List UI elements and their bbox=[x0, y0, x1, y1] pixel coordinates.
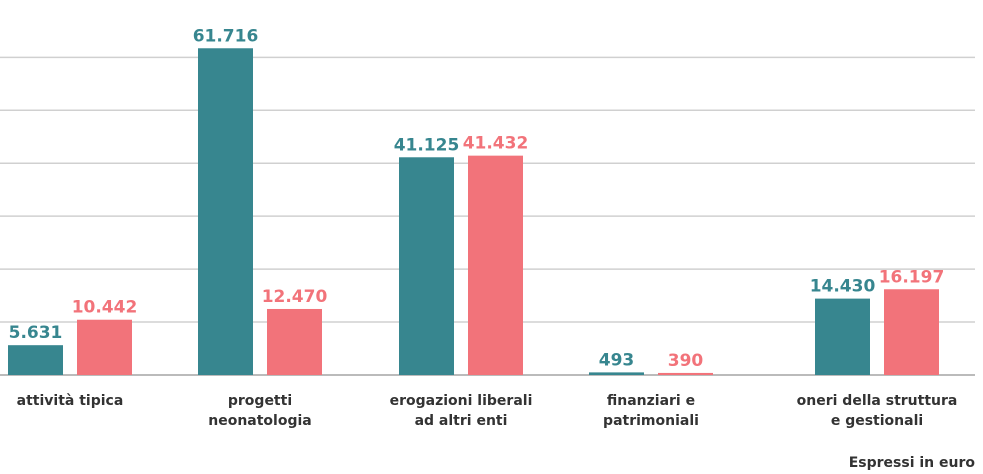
value-label: 5.631 bbox=[9, 323, 63, 343]
bar bbox=[267, 308, 322, 375]
x-tick-label: attività tipica bbox=[17, 393, 124, 409]
bar bbox=[589, 372, 644, 375]
bar bbox=[77, 319, 132, 375]
x-tick-label: neonatologia bbox=[208, 413, 312, 429]
value-label: 390 bbox=[668, 351, 704, 371]
value-label: 493 bbox=[599, 350, 635, 370]
x-tick-label: oneri della struttura bbox=[797, 393, 958, 409]
value-label: 61.716 bbox=[193, 26, 259, 46]
bar bbox=[884, 289, 939, 375]
note: Espressi in euro bbox=[849, 455, 976, 471]
x-tick-label: progetti bbox=[228, 393, 292, 409]
bar bbox=[198, 48, 253, 375]
bar bbox=[468, 155, 523, 375]
value-label: 16.197 bbox=[879, 267, 945, 287]
value-label: 14.430 bbox=[810, 277, 876, 297]
value-label: 41.125 bbox=[394, 135, 460, 155]
bar bbox=[399, 157, 454, 375]
bar bbox=[8, 345, 63, 375]
bar bbox=[815, 298, 870, 375]
bar bbox=[658, 372, 713, 375]
value-label: 12.470 bbox=[262, 287, 328, 307]
value-label: 41.432 bbox=[463, 134, 529, 154]
x-tick-label: e gestionali bbox=[831, 413, 923, 429]
x-tick-label: erogazioni liberali bbox=[390, 393, 533, 409]
value-label: 10.442 bbox=[72, 298, 138, 318]
x-tick-label: finanziari e bbox=[607, 393, 695, 409]
x-tick-label: ad altri enti bbox=[415, 413, 508, 429]
x-tick-label: patrimoniali bbox=[603, 413, 699, 429]
